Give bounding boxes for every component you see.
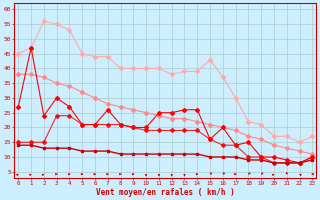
X-axis label: Vent moyen/en rafales ( km/h ): Vent moyen/en rafales ( km/h ) xyxy=(96,188,235,197)
